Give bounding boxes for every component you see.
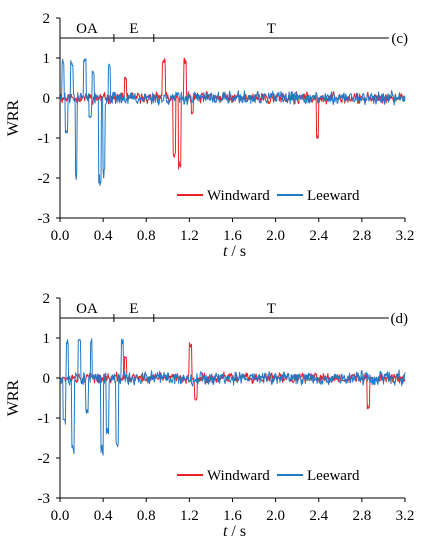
- x-tick-label: 2.4: [309, 508, 328, 524]
- phase-label: E: [129, 21, 138, 37]
- x-tick-label: 0.0: [51, 508, 70, 524]
- x-tick-label: 2.8: [353, 228, 372, 244]
- y-tick-label: 0: [43, 371, 51, 387]
- x-tick-label: 0.4: [94, 228, 113, 244]
- y-tick-label: 0: [43, 91, 51, 107]
- x-tick-label: 0.0: [51, 228, 70, 244]
- y-tick-label: -1: [38, 411, 51, 427]
- legend-label-leeward: Leeward: [307, 188, 360, 204]
- y-tick-label: -3: [38, 491, 51, 507]
- y-tick-label: 2: [43, 11, 51, 27]
- legend-label-windward: Windward: [207, 468, 270, 484]
- x-tick-label: 1.2: [180, 228, 199, 244]
- phase-label: OA: [76, 301, 98, 317]
- x-tick-label: 0.8: [137, 228, 156, 244]
- x-tick-label: 1.6: [223, 508, 242, 524]
- panel-label: (c): [391, 31, 408, 47]
- panel-label: (d): [391, 311, 409, 327]
- x-axis-variable: t: [223, 243, 228, 260]
- series-leeward-line: [59, 58, 406, 186]
- x-tick-label: 0.8: [137, 508, 156, 524]
- y-tick-label: -3: [38, 211, 51, 227]
- x-tick-label: 0.4: [94, 508, 113, 524]
- x-tick-label: 1.6: [223, 228, 242, 244]
- y-tick-label: -2: [38, 171, 51, 187]
- y-axis-label: WRR: [5, 379, 22, 416]
- series-leeward-line: [59, 338, 406, 456]
- phase-label: OA: [76, 21, 98, 37]
- x-axis-unit: / s: [227, 243, 246, 260]
- y-tick-label: 1: [43, 331, 51, 347]
- x-tick-label: 3.2: [396, 508, 415, 524]
- legend-label-leeward: Leeward: [307, 468, 360, 484]
- y-axis-label: WRR: [5, 99, 22, 136]
- x-tick-label: 2.4: [309, 228, 328, 244]
- x-axis-label: t / s: [223, 243, 246, 260]
- y-tick-label: 2: [43, 291, 51, 307]
- phase-label: T: [267, 301, 276, 317]
- legend-label-windward: Windward: [207, 188, 270, 204]
- y-tick-label: 1: [43, 51, 51, 67]
- x-tick-label: 2.0: [266, 228, 285, 244]
- x-tick-label: 1.2: [180, 508, 199, 524]
- x-tick-label: 3.2: [396, 228, 415, 244]
- x-axis-unit: / s: [227, 523, 246, 540]
- series-windward-line: [59, 57, 406, 170]
- x-axis-label: t / s: [223, 523, 246, 540]
- x-tick-label: 2.0: [266, 508, 285, 524]
- x-tick-label: 2.8: [353, 508, 372, 524]
- y-tick-label: -1: [38, 131, 51, 147]
- x-axis-variable: t: [223, 523, 228, 540]
- y-tick-label: -2: [38, 451, 51, 467]
- phase-label: T: [267, 21, 276, 37]
- phase-label: E: [129, 301, 138, 317]
